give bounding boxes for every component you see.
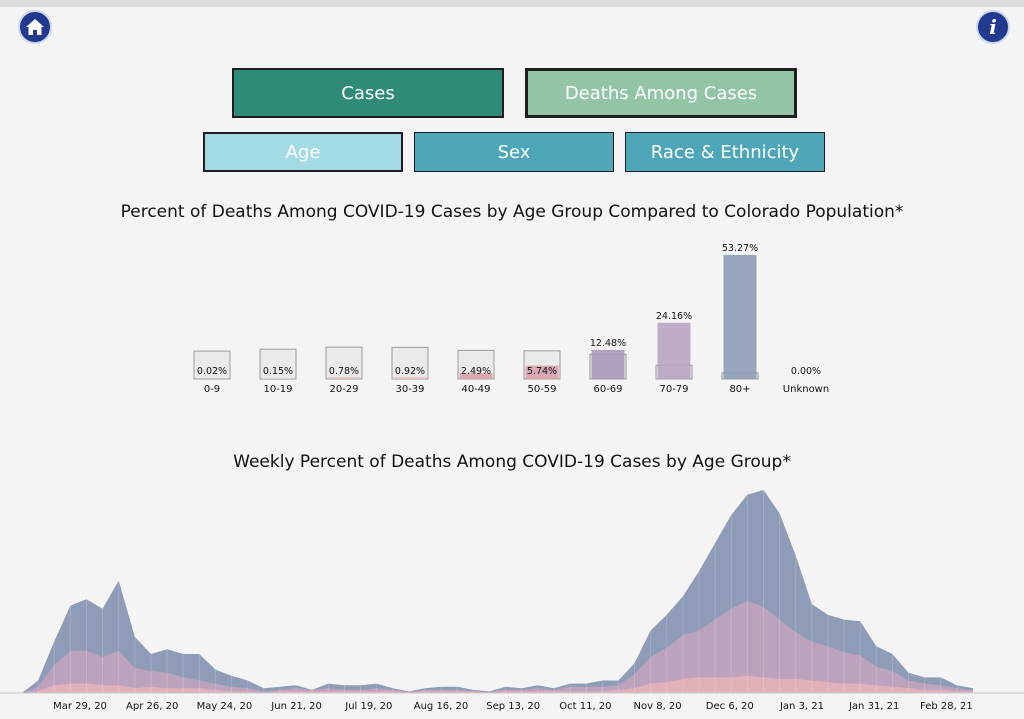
- category-label: 30-39: [395, 384, 424, 395]
- category-label: 40-49: [461, 384, 490, 395]
- population-bar-10-19: [259, 348, 297, 380]
- population-bar-0-9: [193, 350, 231, 380]
- deaths-bar-50-59[interactable]: [525, 365, 559, 379]
- x-tick-label: Aug 16, 20: [414, 701, 469, 712]
- x-tick-label: Oct 11, 20: [559, 701, 611, 712]
- population-bar-30-39: [391, 346, 429, 380]
- category-label: 70-79: [659, 384, 688, 395]
- bar-value-label: 0.92%: [395, 366, 425, 377]
- x-tick-label: Nov 8, 20: [634, 701, 682, 712]
- bar-chart-title: Percent of Deaths Among COVID-19 Cases b…: [120, 202, 904, 222]
- sex-button[interactable]: Sex: [414, 132, 614, 172]
- info-icon[interactable]: i: [976, 10, 1010, 44]
- bar-value-label: 0.15%: [263, 366, 293, 377]
- weekly-area-chart: Mar 29, 20 Apr 26, 20 May 24, 20 Jun 21, 20…: [0, 490, 1024, 712]
- race-ethnicity-button[interactable]: Race & Ethnicity: [625, 132, 825, 172]
- x-tick-label: Jan 31, 21: [848, 701, 899, 712]
- area-series-1[interactable]: [22, 600, 973, 693]
- category-label: 10-19: [263, 384, 292, 395]
- x-tick-label: Jan 3, 21: [779, 701, 824, 712]
- x-tick-label: Feb 28, 21: [920, 701, 973, 712]
- cases-button[interactable]: Cases: [232, 68, 504, 118]
- area-chart-title: Weekly Percent of Deaths Among COVID-19 …: [233, 452, 791, 472]
- x-tick-label: Jun 21, 20: [270, 701, 322, 712]
- bar-value-label: 5.74%: [527, 366, 557, 377]
- deaths-bar-40-49[interactable]: [459, 373, 493, 379]
- x-tick-label: Apr 26, 20: [126, 701, 178, 712]
- home-icon[interactable]: [18, 10, 52, 44]
- bar-value-label: 24.16%: [656, 311, 692, 322]
- top-bar: [0, 0, 1024, 7]
- bar-value-label: 12.48%: [590, 338, 626, 349]
- x-tick-label: Sep 13, 20: [486, 701, 540, 712]
- age-group-bar-chart: 0.02% 0-9 0.15% 10-19 0.78% 20-29 0.92% 30-39 2.…: [193, 243, 829, 395]
- deaths-bar-60-69[interactable]: [591, 349, 625, 379]
- x-tick-label: Dec 6, 20: [706, 701, 754, 712]
- category-label: 20-29: [329, 384, 358, 395]
- x-tick-label: Mar 29, 20: [53, 701, 107, 712]
- bar-value-label: 0.78%: [329, 366, 359, 377]
- category-label: 0-9: [204, 384, 220, 395]
- x-tick-label: May 24, 20: [197, 701, 253, 712]
- area-series-2[interactable]: [22, 675, 973, 693]
- bar-value-label: 0.02%: [197, 366, 227, 377]
- deaths-among-cases-button[interactable]: Deaths Among Cases: [525, 68, 797, 118]
- bar-value-label: 53.27%: [722, 243, 758, 254]
- deaths-bar-80+[interactable]: [723, 255, 757, 379]
- x-tick-label: Jul 19, 20: [344, 701, 392, 712]
- category-label: Unknown: [783, 384, 829, 395]
- bar-value-label: 0.00%: [791, 366, 821, 377]
- age-button[interactable]: Age: [203, 132, 403, 172]
- category-label: 80+: [729, 384, 750, 395]
- deaths-bar-30-39[interactable]: [393, 376, 427, 379]
- deaths-bar-70-79[interactable]: [657, 322, 691, 379]
- category-label: 60-69: [593, 384, 622, 395]
- bar-value-label: 2.49%: [461, 366, 491, 377]
- category-label: 50-59: [527, 384, 556, 395]
- deaths-bar-20-29[interactable]: [327, 377, 361, 379]
- info-glyph: i: [989, 15, 997, 39]
